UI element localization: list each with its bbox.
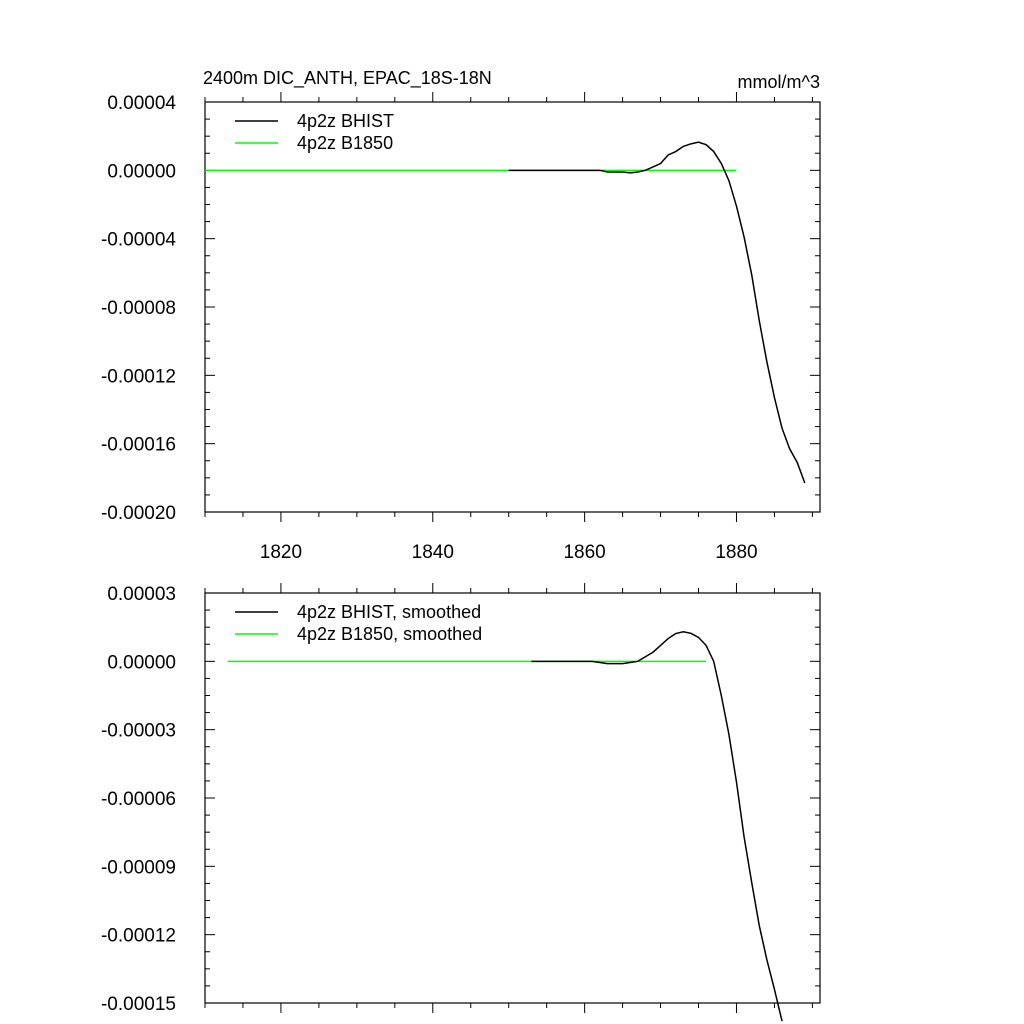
chart-top-ytick-label: 0.00004	[107, 93, 176, 114]
chart-top-ytick-label: -0.00016	[101, 435, 176, 456]
chart-top-series-bhist	[508, 141, 806, 484]
chart-bottom-ytick-label: -0.00003	[101, 721, 176, 742]
chart-bottom-series-bhist	[531, 630, 783, 1022]
chart-top-xtick-label: 1840	[412, 542, 454, 563]
chart-top-ytick-label: -0.00020	[101, 503, 176, 524]
chart-top-ytick-label: -0.00008	[101, 298, 176, 319]
chart-top-ytick-label: -0.00012	[101, 366, 176, 387]
chart-top-legend-label: 4p2z BHIST	[297, 111, 394, 131]
chart-top-xtick-label: 1860	[563, 542, 605, 563]
chart-top-xtick-label: 1820	[260, 542, 302, 563]
chart-bottom-ytick-label: -0.00006	[101, 789, 176, 810]
chart-bottom-ytick-label: -0.00015	[101, 994, 176, 1015]
units-label: mmol/m^3	[738, 72, 820, 92]
chart-bottom-legend-label: 4p2z B1850, smoothed	[297, 624, 482, 644]
chart-title: 2400m DIC_ANTH, EPAC_18S-18N	[203, 68, 492, 89]
chart-top-ytick-label: -0.00004	[101, 230, 176, 251]
chart-top-xtick-label: 1880	[715, 542, 757, 563]
chart-top-legend-label: 4p2z B1850	[297, 133, 393, 153]
chart-bottom-ytick-label: -0.00009	[101, 857, 176, 878]
chart-bottom-ytick-label: -0.00012	[101, 926, 176, 947]
chart-top-frame	[204, 101, 821, 513]
chart-bottom-frame	[204, 592, 821, 1004]
chart-bottom-legend-label: 4p2z BHIST, smoothed	[297, 602, 481, 622]
chart-top-ytick-label: 0.00000	[107, 161, 176, 182]
chart-bottom-ytick-label: 0.00003	[107, 584, 176, 605]
chart-bottom-ytick-label: 0.00000	[107, 652, 176, 673]
